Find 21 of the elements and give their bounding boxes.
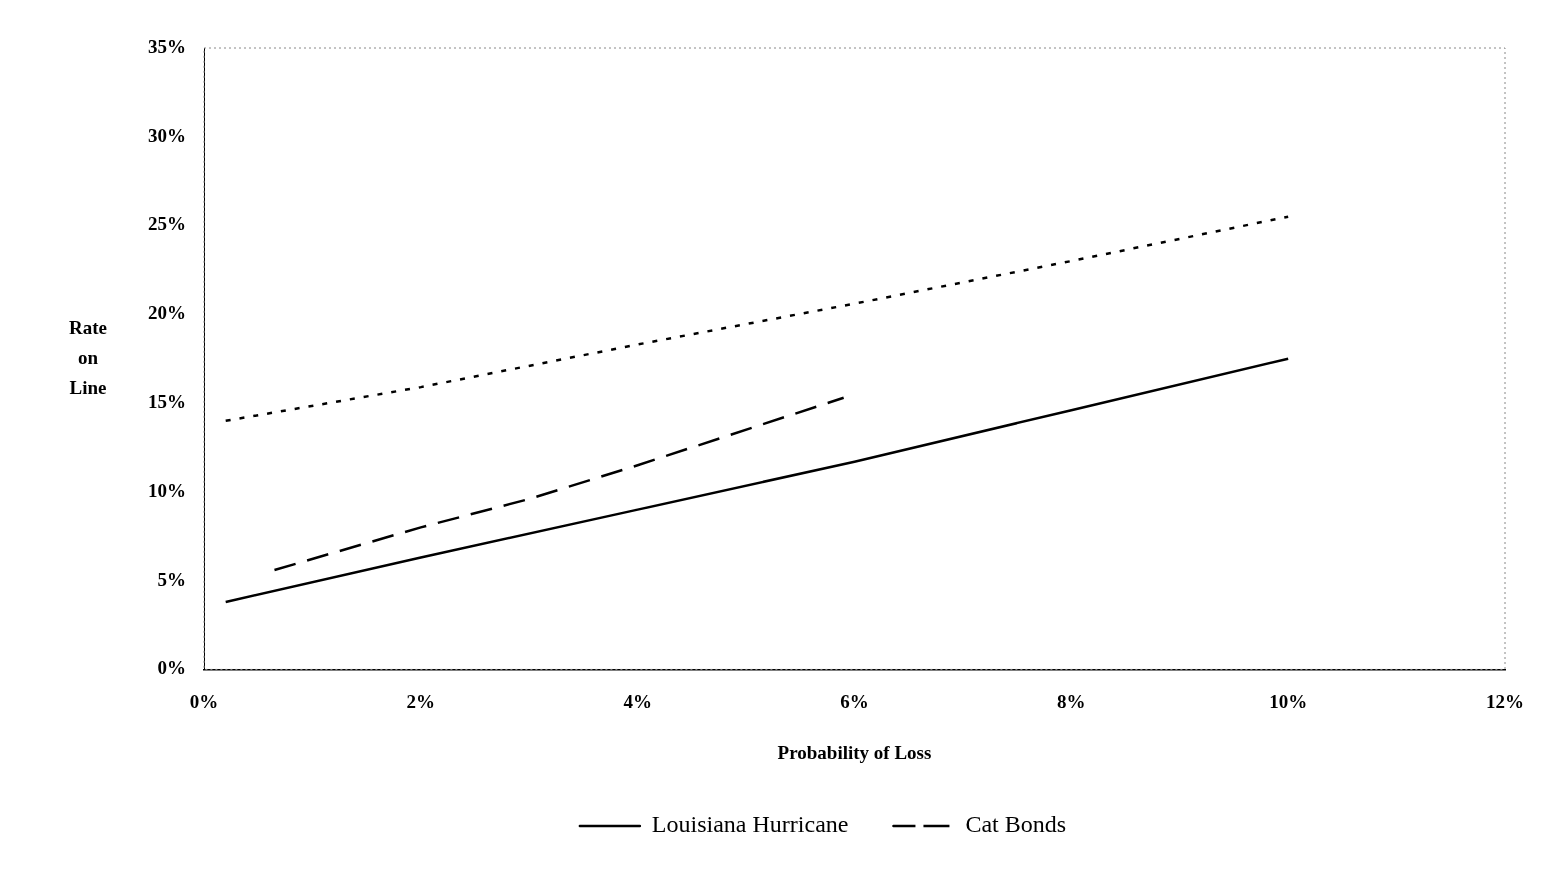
- x-tick-label: 12%: [1486, 690, 1524, 712]
- line-series: [273, 396, 845, 572]
- x-tick-label: 6%: [840, 690, 869, 712]
- x-axis-title: Probability of Loss: [777, 741, 932, 763]
- y-tick-label: 15%: [148, 390, 186, 412]
- y-axis-title: Rate on Line: [69, 316, 107, 398]
- x-tick-label: 0%: [189, 690, 219, 712]
- y-tick-label: 0%: [157, 657, 186, 679]
- y-tick-label: 5%: [157, 568, 186, 590]
- legend-label: Louisiana Hurricane: [651, 811, 849, 838]
- y-tick-label: 30%: [148, 124, 186, 146]
- line-series: [224, 215, 1290, 423]
- y-tick-label: 10%: [148, 479, 186, 501]
- y-tick-label: 35%: [148, 35, 186, 57]
- x-tick-label: 2%: [406, 690, 436, 712]
- x-tick-label: 4%: [623, 690, 652, 712]
- y-tick-label: 25%: [148, 213, 186, 235]
- x-tick-label: 10%: [1269, 690, 1308, 712]
- y-tick-label: 20%: [148, 302, 186, 324]
- x-tick-label: 8%: [1057, 690, 1086, 712]
- legend-label: Cat Bonds: [965, 811, 1067, 838]
